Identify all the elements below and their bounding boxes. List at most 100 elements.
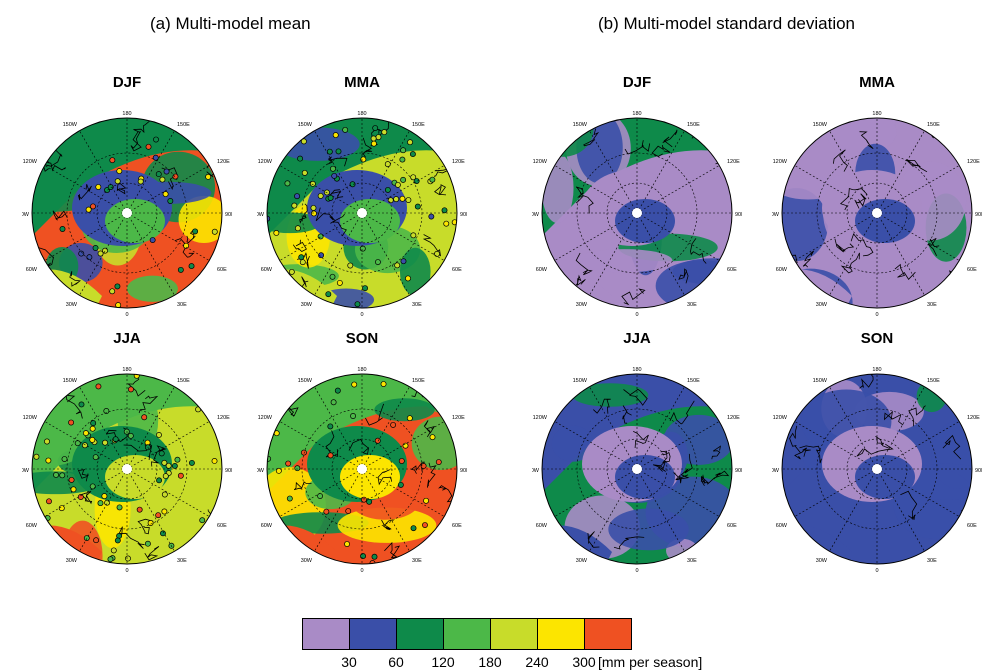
station-marker <box>317 493 324 500</box>
longitude-label: 120E <box>452 415 465 421</box>
longitude-label: 180 <box>632 367 641 373</box>
station-marker <box>102 247 109 254</box>
station-marker <box>393 196 400 203</box>
station-marker <box>375 134 382 141</box>
map-outline <box>541 373 733 565</box>
precip-region <box>123 508 165 530</box>
map-outline <box>266 373 458 565</box>
longitude-label: 30W <box>66 302 78 308</box>
station-marker <box>112 436 119 443</box>
station-marker <box>90 203 96 210</box>
longitude-label: 60W <box>261 267 273 273</box>
longitude-label: 60E <box>217 267 227 273</box>
station-marker <box>177 266 184 273</box>
station-marker <box>384 161 391 168</box>
station-marker <box>406 415 413 422</box>
map-a-djf: DJF 180 0 90W 90E 150W 120W 150E 120E 60W 30W 60E 3… <box>22 74 232 318</box>
longitude-label: 180 <box>122 111 131 117</box>
station-marker <box>44 438 50 445</box>
colorbar-tick-label: 180 <box>478 654 502 670</box>
station-marker <box>349 181 356 188</box>
map-a-mma: MMA 180 0 90W 90E 150W 120W 150E 120E 60W 30W 60E 3… <box>257 74 467 318</box>
precip-region <box>158 513 218 550</box>
station-marker <box>188 459 195 466</box>
station-marker <box>361 496 367 503</box>
station-marker <box>405 275 411 282</box>
longitude-label: 90W <box>22 212 30 218</box>
longitude-label: 30W <box>816 302 828 308</box>
station-marker <box>423 497 430 504</box>
longitude-label: 120E <box>967 415 980 421</box>
longitude-label: 30W <box>816 558 828 564</box>
station-marker <box>104 499 111 506</box>
station-marker <box>323 508 330 515</box>
station-marker <box>102 439 108 446</box>
longitude-label: 150W <box>573 122 588 128</box>
station-marker <box>329 273 336 280</box>
station-marker <box>68 476 75 483</box>
longitude-label: 30W <box>576 558 588 564</box>
station-marker <box>345 508 352 515</box>
longitude-label: 180 <box>632 111 641 117</box>
station-marker <box>199 517 206 524</box>
longitude-label: 60W <box>776 267 788 273</box>
station-marker <box>434 250 440 257</box>
map-outline <box>266 117 458 309</box>
station-marker <box>46 498 52 505</box>
station-marker <box>381 129 388 136</box>
longitude-label: 0 <box>875 568 878 574</box>
longitude-label: 150E <box>412 378 425 384</box>
panel-a-title: (a) Multi-model mean <box>150 14 311 33</box>
colorbar-tick-label: 30 <box>341 654 357 670</box>
station-marker <box>177 472 184 479</box>
longitude-label: 120E <box>452 159 465 165</box>
station-marker <box>331 172 338 179</box>
longitude-label: 60W <box>536 523 548 529</box>
station-marker <box>59 472 66 479</box>
station-marker <box>205 173 212 180</box>
station-marker <box>359 245 366 252</box>
station-marker <box>188 263 195 270</box>
station-marker <box>161 459 168 466</box>
precip-region <box>574 249 673 273</box>
colorbar-swatch <box>538 619 585 649</box>
station-marker <box>137 178 144 185</box>
polar-map: 180 0 90W 90E 150W 120W 150E 120E 60W 30W 60E 30E <box>22 367 232 574</box>
station-marker <box>89 425 96 432</box>
station-marker <box>95 184 102 190</box>
station-marker <box>360 156 367 163</box>
station-marker <box>294 465 301 472</box>
station-marker <box>116 504 123 511</box>
station-marker <box>45 457 52 464</box>
station-marker <box>327 423 334 430</box>
colorbar-swatch <box>491 619 538 649</box>
colorbar-swatch <box>350 619 397 649</box>
station-marker <box>347 262 354 269</box>
longitude-label: 60E <box>727 523 737 529</box>
polar-map: 180 0 90W 90E 150W 120W 150E 120E 60W 30W 60E 30E <box>772 111 982 318</box>
longitude-label: 150E <box>687 378 700 384</box>
station-marker <box>309 180 316 187</box>
polar-map: 180 0 90W 90E 150W 120W 150E 120E 60W 30W 60E 30E <box>532 111 742 318</box>
station-marker <box>300 138 307 145</box>
station-marker <box>167 198 174 204</box>
station-marker <box>161 491 168 498</box>
longitude-label: 180 <box>872 367 881 373</box>
station-marker <box>92 454 99 461</box>
longitude-label: 90E <box>460 468 467 474</box>
station-marker <box>374 437 381 444</box>
coastline <box>587 388 730 550</box>
longitude-label: 90W <box>532 468 540 474</box>
station-marker <box>429 434 436 441</box>
station-marker <box>83 535 90 542</box>
season-label: DJF <box>112 74 142 91</box>
station-marker <box>89 483 96 490</box>
longitude-label: 90W <box>772 212 780 218</box>
station-marker <box>77 494 84 500</box>
longitude-label: 60E <box>217 523 227 529</box>
station-marker <box>371 140 377 147</box>
map-outline <box>541 117 733 309</box>
map-outline <box>781 117 973 309</box>
station-marker <box>435 459 442 466</box>
station-marker <box>162 191 169 198</box>
